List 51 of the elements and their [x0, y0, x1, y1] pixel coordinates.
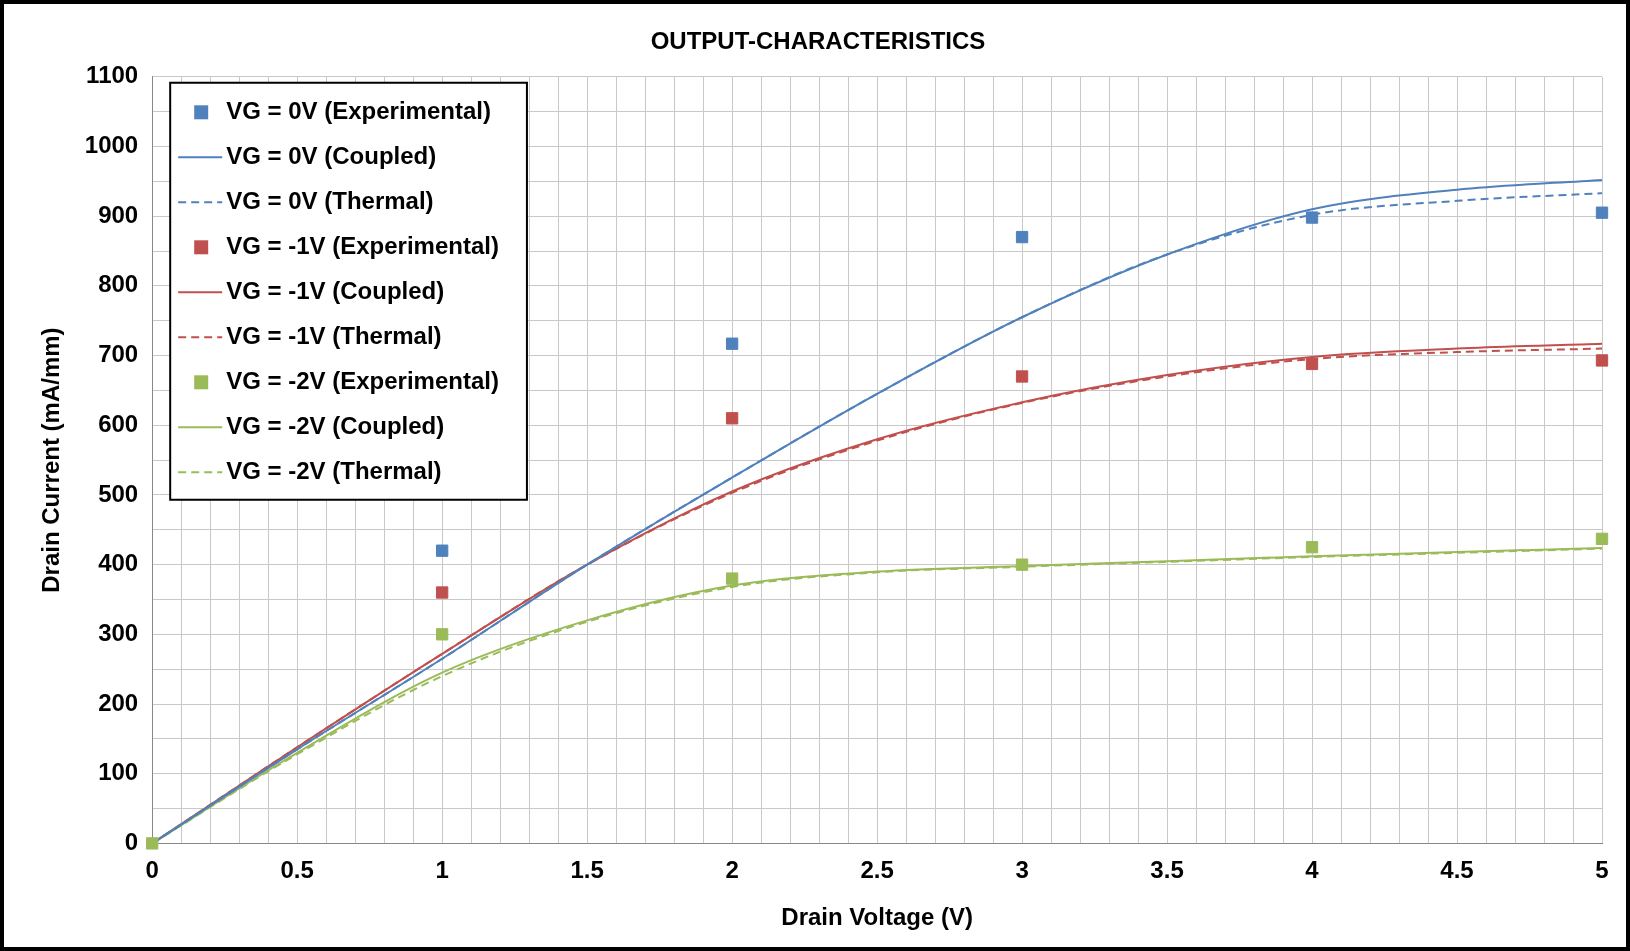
y-tick-label: 100 [98, 758, 139, 786]
x-axis-title: Drain Voltage (V) [781, 903, 973, 931]
y-tick-label: 500 [98, 479, 139, 507]
legend-label: VG = -2V (Experimental) [226, 366, 499, 394]
x-tick-label: 2 [725, 856, 739, 884]
y-tick-label: 800 [98, 270, 139, 298]
x-tick-label: 0.5 [280, 856, 314, 884]
y-axis-title: Drain Current (mA/mm) [37, 327, 65, 593]
point [146, 837, 159, 850]
point [1305, 541, 1319, 554]
point [1595, 354, 1609, 367]
x-tick-label: 0 [145, 856, 159, 884]
legend-label: VG = -2V (Coupled) [226, 411, 445, 439]
y-tick-label: 0 [124, 828, 139, 856]
x-tick-label: 2.5 [860, 856, 894, 884]
point [725, 412, 739, 425]
y-tick-label: 400 [98, 549, 139, 577]
y-tick-label: 700 [98, 340, 139, 368]
legend-label: VG = -1V (Thermal) [226, 321, 442, 349]
y-tick-label: 1000 [84, 131, 139, 159]
legend-label: VG = -2V (Thermal) [226, 456, 442, 484]
y-tick-label: 900 [98, 200, 139, 228]
x-tick-label: 1.5 [570, 856, 604, 884]
point [436, 586, 449, 599]
x-tick-label: 3.5 [1150, 856, 1184, 884]
y-tick-label: 200 [98, 688, 139, 716]
point [1015, 558, 1029, 571]
point [725, 337, 739, 350]
point [1305, 357, 1319, 371]
point [1595, 206, 1609, 219]
point [1595, 532, 1609, 546]
x-tick-label: 4 [1305, 856, 1320, 884]
point [1015, 230, 1029, 244]
legend-label: VG = 0V (Experimental) [226, 96, 491, 124]
point [725, 572, 739, 585]
chart-title: OUTPUT-CHARACTERISTICS [650, 27, 986, 55]
point [436, 628, 449, 641]
x-tick-label: 5 [1595, 856, 1609, 884]
legend-label: VG = -1V (Coupled) [226, 276, 445, 304]
point [436, 544, 449, 557]
x-tick-label: 3 [1015, 856, 1029, 884]
y-tick-label: 600 [98, 409, 139, 437]
x-tick-label: 4.5 [1440, 856, 1474, 884]
legend-label: VG = -1V (Experimental) [226, 231, 499, 259]
legend-label: VG = 0V (Coupled) [226, 141, 437, 169]
point [1305, 211, 1319, 224]
point [1015, 370, 1029, 383]
legend-label: VG = 0V (Thermal) [226, 186, 434, 214]
x-tick-label: 1 [435, 856, 449, 884]
y-tick-label: 300 [98, 618, 139, 646]
y-tick-label: 1100 [86, 61, 139, 89]
